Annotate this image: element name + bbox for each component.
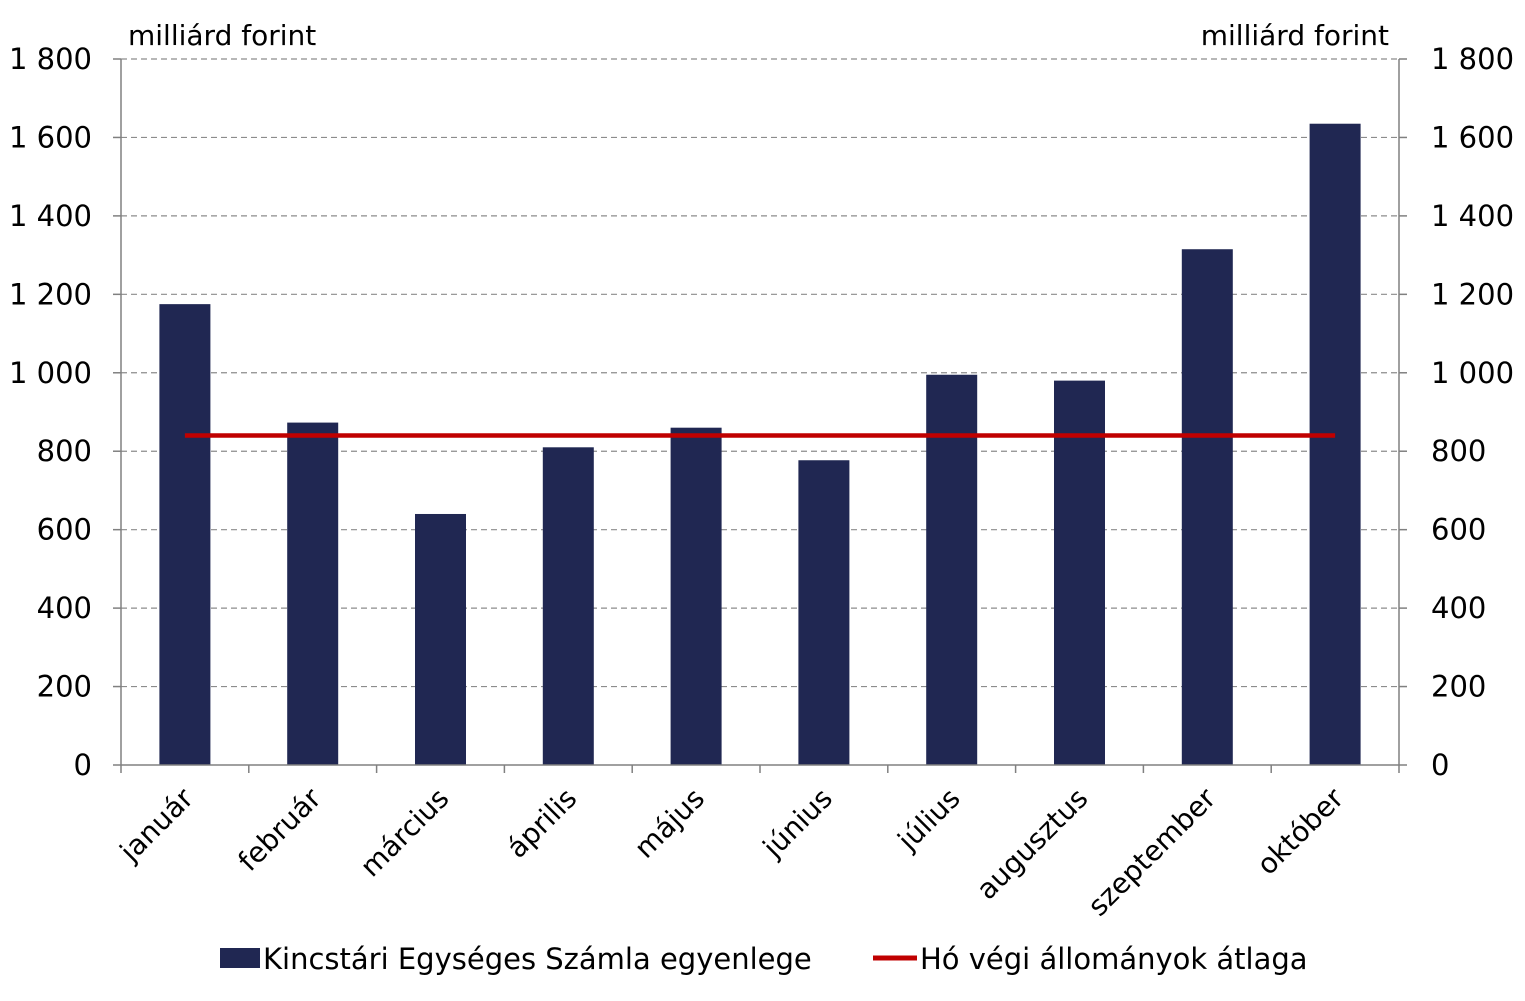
bar	[415, 513, 466, 765]
right-y-axis-ticks: 0 200 400 600 800 1 000 1 200 1 400 1 600 1 800	[1431, 42, 1514, 782]
x-category-label: március	[354, 782, 456, 884]
x-category-label: június	[756, 782, 839, 865]
x-category-label: szeptember	[1081, 781, 1222, 922]
right-tick-label: 1 600	[1431, 120, 1514, 154]
bar	[670, 427, 722, 765]
left-tick-label: 400	[37, 591, 92, 625]
bar	[798, 460, 850, 765]
x-axis-category-labels: január február március április május június jú…	[113, 781, 1351, 922]
x-category-label: július	[891, 782, 967, 858]
right-tick-label: 1 200	[1431, 277, 1514, 311]
right-axis-unit-label: milliárd forint	[1201, 19, 1389, 52]
bar	[926, 374, 978, 765]
right-tick-label: 1 800	[1431, 42, 1514, 76]
left-tick-label: 1 800	[9, 42, 92, 76]
bar	[1309, 123, 1361, 765]
right-tick-label: 600	[1431, 513, 1486, 547]
legend-line-label: Hó végi állományok átlaga	[920, 942, 1308, 976]
x-category-label: május	[628, 782, 711, 865]
left-axis-unit-label: milliárd forint	[128, 19, 316, 52]
bar	[542, 447, 594, 765]
x-category-label: február	[232, 781, 328, 877]
left-tick-label: 800	[37, 434, 92, 468]
x-category-label: január	[113, 781, 200, 868]
right-tick-label: 400	[1431, 591, 1486, 625]
legend-bar-swatch	[220, 948, 260, 968]
right-tick-label: 0	[1431, 748, 1449, 782]
left-tick-label: 1 000	[9, 356, 92, 390]
right-tick-label: 1 400	[1431, 199, 1514, 233]
bar	[287, 422, 339, 765]
x-category-label: október	[1250, 781, 1350, 881]
x-category-label: április	[500, 782, 583, 865]
left-tick-label: 1 400	[9, 199, 92, 233]
legend: Kincstári Egységes Számla egyenlege Hó v…	[220, 942, 1308, 976]
right-tick-label: 200	[1431, 670, 1486, 704]
bar	[159, 304, 211, 765]
right-tick-label: 1 000	[1431, 356, 1514, 390]
left-tick-label: 200	[37, 670, 92, 704]
left-tick-label: 0	[74, 748, 92, 782]
axes	[113, 58, 1407, 773]
left-tick-label: 600	[37, 513, 92, 547]
legend-bar-label: Kincstári Egységes Számla egyenlege	[263, 942, 812, 976]
x-category-label: augusztus	[970, 782, 1094, 906]
bar-series	[159, 123, 1361, 765]
right-tick-label: 800	[1431, 434, 1486, 468]
left-tick-label: 1 600	[9, 120, 92, 154]
left-tick-label: 1 200	[9, 277, 92, 311]
bar	[1054, 380, 1105, 765]
bar	[1181, 249, 1233, 765]
left-y-axis-ticks: 0 200 400 600 800 1 000 1 200 1 400 1 600 1 800	[9, 42, 92, 782]
